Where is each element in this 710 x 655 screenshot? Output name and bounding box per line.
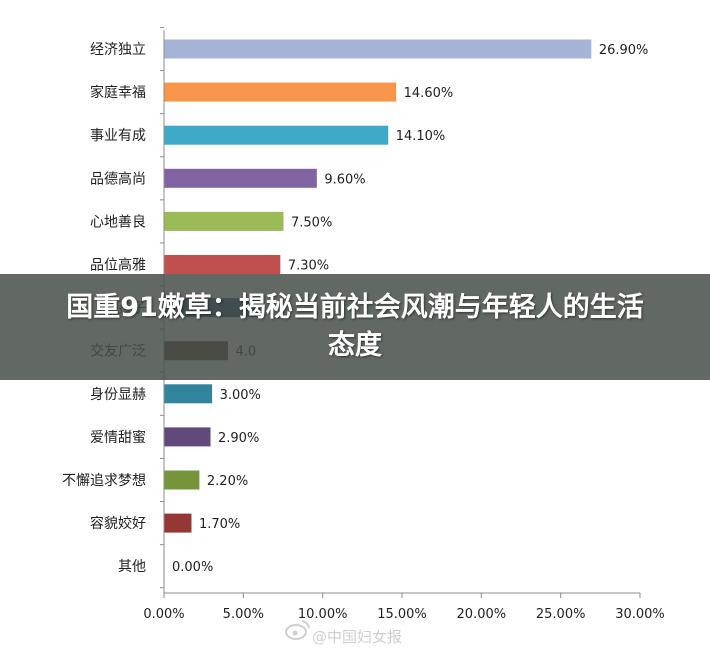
category-label: 品位高雅 [90, 257, 146, 274]
data-label: 26.90% [599, 43, 649, 58]
category-label: 经济独立 [90, 42, 146, 58]
x-tick-label: 30.00% [615, 607, 665, 622]
bar [164, 427, 211, 447]
bar [164, 513, 192, 533]
category-label: 容貌姣好 [90, 515, 146, 532]
value-labels: 26.90%14.60%14.10%9.60%7.50%7.30%4.03.00… [172, 43, 648, 575]
bar [164, 82, 397, 102]
bar [164, 470, 200, 490]
category-label: 事业有成 [90, 128, 146, 144]
weibo-icon [285, 620, 310, 640]
category-label: 品德高尚 [90, 170, 146, 187]
x-tick-label: 25.00% [536, 607, 586, 622]
x-tick-label: 0.00% [143, 607, 184, 622]
data-label: 14.10% [396, 129, 446, 144]
category-label: 身份显赫 [90, 387, 146, 403]
bar [164, 39, 592, 59]
x-tick-label: 10.00% [298, 607, 348, 622]
x-tick-label: 5.00% [223, 607, 264, 622]
category-label: 爱情甜蜜 [90, 430, 146, 446]
x-tick-label: 20.00% [457, 607, 507, 622]
bar [164, 168, 317, 188]
category-label: 不懈追求梦想 [62, 472, 146, 489]
category-label: 心地善良 [90, 214, 146, 230]
bar [164, 255, 281, 274]
data-label: 9.60% [324, 172, 365, 187]
category-label: 其他 [118, 559, 146, 575]
data-label: 3.00% [220, 388, 261, 403]
data-label: 7.30% [288, 259, 329, 274]
chart-bars [164, 39, 592, 533]
data-label: 7.50% [291, 215, 332, 230]
banner-title: 国重91嫩草：揭秘当前社会风潮与年轻人的生活态度 [66, 292, 644, 361]
bar [164, 211, 284, 231]
bar [164, 384, 213, 404]
data-label: 1.70% [199, 517, 240, 532]
x-tick-label: 15.00% [377, 607, 427, 622]
data-label: 2.20% [207, 474, 248, 489]
title-banner: 国重91嫩草：揭秘当前社会风潮与年轻人的生活态度 [0, 274, 710, 380]
data-label: 0.00% [172, 560, 213, 575]
data-label: 2.90% [218, 431, 259, 446]
bar [164, 125, 389, 145]
x-tick-labels: 0.00% 5.00% 10.00% 15.00% 20.00% 25.00% 30.00% [143, 607, 664, 622]
data-label: 14.60% [404, 86, 454, 101]
watermark: @中国妇女报 [285, 620, 402, 646]
watermark-text: @中国妇女报 [312, 628, 402, 646]
category-label: 家庭幸福 [90, 84, 146, 101]
